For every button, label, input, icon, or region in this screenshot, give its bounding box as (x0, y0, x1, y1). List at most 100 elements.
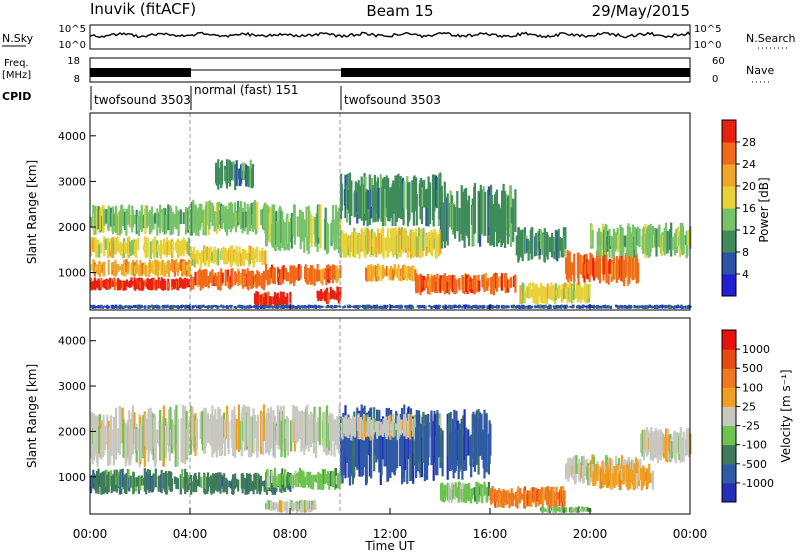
heat-cell-2-95 (259, 475, 263, 492)
heat-cell-7-6 (344, 415, 347, 437)
heat-cell-5-6 (194, 254, 197, 260)
heat-cell-21-805 (681, 306, 685, 309)
heat-cell-10-81 (324, 207, 327, 249)
heat-cell-20-33 (614, 232, 617, 252)
heat-cell-7-14 (350, 418, 353, 441)
heat-cell-13-47 (374, 181, 377, 222)
heat-cell-0-6 (94, 279, 97, 291)
heat-cell-21-334 (335, 305, 338, 308)
heat-cell-8-96 (485, 413, 488, 473)
heat-cell-16-73 (493, 194, 496, 232)
heat-cell-5-5 (193, 254, 196, 268)
heat-cell-21-293 (305, 305, 308, 309)
heat-cell-21-165 (211, 306, 214, 309)
heat-cell-6-68 (240, 201, 243, 229)
heat-cell-1-63 (136, 428, 139, 451)
heat-cell-21-608 (537, 304, 540, 309)
heat-cell-6-18 (353, 411, 356, 477)
heat-cell-14-5 (368, 269, 371, 281)
heat-cell-21-519 (471, 305, 474, 309)
heat-cell-10-84 (326, 224, 329, 253)
heat-cell-16-16 (451, 202, 454, 235)
heat-cell-21-316 (322, 306, 325, 308)
heat-cell-5-94 (259, 250, 262, 263)
heat-cell-2-124 (181, 239, 184, 255)
heat-cell-5-47 (224, 248, 227, 260)
heat-cell-9-9 (271, 268, 274, 284)
heat-cell-0-96 (160, 469, 163, 493)
heat-cell-21-540 (487, 305, 490, 309)
heat-cell-21-74 (144, 305, 147, 309)
heat-cell-16-25 (458, 207, 461, 242)
heat-cell-9-78 (322, 268, 325, 278)
velocity-colorbar-title: Velocity [m s⁻¹] (779, 369, 793, 462)
heat-cell-11-23 (556, 508, 560, 511)
heat-cell-5-0 (265, 503, 268, 510)
heat-cell-19-79 (623, 259, 626, 287)
heat-cell-0-124 (181, 468, 184, 489)
heat-cell-11-25 (333, 291, 336, 300)
heat-cell-15-103 (490, 278, 493, 287)
heat-cell-12-26 (359, 238, 362, 253)
heat-cell-9-20 (454, 482, 457, 497)
heat-cell-12-52 (378, 233, 381, 254)
heat-cell-20-109 (670, 222, 673, 257)
heat-cell-0-110 (170, 478, 174, 492)
heat-cell-14-60 (409, 266, 412, 281)
heat-cell-5-56 (231, 245, 234, 266)
heat-cell-7-4 (342, 417, 346, 434)
heat-cell-6-81 (399, 414, 402, 460)
heat-cell-21-640 (560, 304, 563, 308)
heat-cell-21-320 (325, 305, 328, 309)
heat-cell-8-71 (467, 429, 470, 456)
heat-cell-11-20 (554, 507, 557, 513)
heat-cell-2-14 (100, 242, 103, 254)
heat-cell-11-33 (339, 287, 342, 299)
heat-cell-21-611 (539, 304, 542, 309)
heat-cell-21-253 (276, 304, 279, 308)
heat-cell-13-19 (604, 473, 607, 485)
heat-cell-12-4 (342, 233, 346, 258)
heat-cell-19-63 (611, 263, 614, 277)
heat-cell-4-46 (298, 467, 301, 484)
heat-cell-14-58 (682, 431, 685, 462)
heat-cell-4-8 (270, 470, 274, 483)
heat-cell-21-444 (416, 304, 419, 308)
heat-cell-3-51 (227, 421, 230, 454)
ytick-label-3: 4000 (58, 335, 86, 348)
colorbar-label-4: -25 (742, 420, 760, 433)
heat-cell-6-56 (231, 203, 234, 229)
heat-cell-15-43 (446, 281, 449, 293)
heat-cell-3-145 (296, 409, 299, 442)
heat-cell-9-43 (471, 488, 474, 496)
heat-cell-21-224 (254, 305, 257, 308)
heat-cell-16-9 (446, 193, 449, 246)
colorbar-label-7: -1000 (742, 477, 774, 490)
heat-cell-1-1 (90, 263, 93, 271)
freq-tick-low: 8 (74, 74, 80, 85)
heat-cell-0-131 (186, 477, 189, 492)
heat-cell-20-89 (655, 228, 658, 257)
heat-cell-16-51 (477, 190, 480, 244)
ytick-label-0: 1000 (58, 471, 86, 484)
heat-cell-9-35 (290, 265, 293, 283)
heat-cell-13-30 (612, 472, 615, 487)
heat-cell-21-368 (360, 306, 363, 308)
heat-cell-8-35 (278, 297, 281, 306)
heat-cell-5-42 (220, 248, 224, 260)
heat-cell-12-45 (598, 466, 601, 474)
heat-cell-20-29 (611, 236, 614, 259)
heat-cell-16-58 (482, 186, 485, 237)
heat-cell-6-50 (226, 209, 229, 230)
ytick-label-0: 1000 (58, 267, 86, 280)
heat-cell-14-28 (385, 266, 388, 277)
colorbar-swatch-2 (722, 444, 736, 465)
heat-cell-21-252 (275, 306, 278, 309)
heat-cell-20-23 (606, 230, 610, 250)
heat-cell-16-70 (491, 205, 494, 246)
heat-cell-3-21 (105, 209, 108, 224)
heat-cell-21-509 (464, 305, 467, 309)
heat-cell-1-28 (110, 429, 113, 456)
heat-cell-4-6 (194, 271, 197, 286)
date-title: 29/May/2015 (592, 2, 690, 20)
